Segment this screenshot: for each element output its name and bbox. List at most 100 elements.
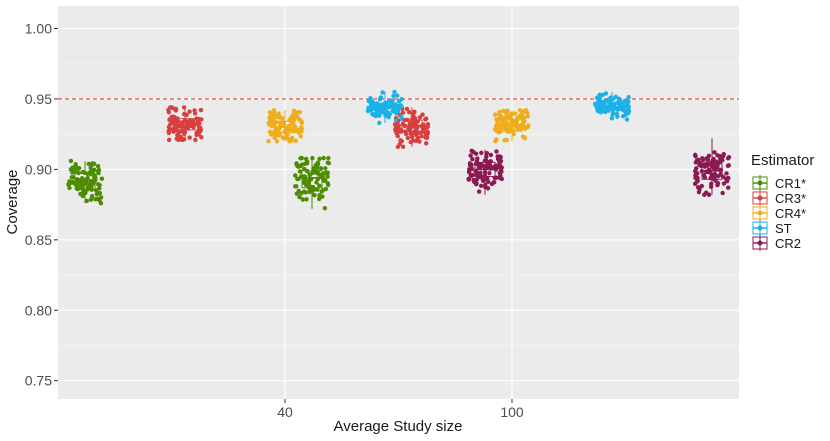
data-point xyxy=(525,114,531,119)
data-point xyxy=(295,127,300,133)
data-point xyxy=(172,128,177,133)
data-point xyxy=(497,154,502,159)
data-point xyxy=(475,173,480,178)
data-point xyxy=(321,155,326,161)
data-point xyxy=(396,127,401,133)
data-point xyxy=(718,172,723,177)
data-point xyxy=(300,197,306,202)
data-point xyxy=(271,108,277,113)
data-point xyxy=(298,174,304,179)
data-point xyxy=(303,156,309,162)
data-point xyxy=(400,144,406,150)
data-point xyxy=(720,190,725,196)
data-point xyxy=(417,115,423,120)
data-point xyxy=(381,110,387,115)
data-point xyxy=(301,166,307,172)
data-point xyxy=(370,111,375,117)
data-point xyxy=(197,121,202,126)
data-point xyxy=(423,141,429,146)
data-point xyxy=(81,182,87,187)
data-point xyxy=(708,184,714,189)
data-point xyxy=(724,171,729,176)
data-point xyxy=(310,155,315,161)
data-point xyxy=(467,163,473,168)
data-point xyxy=(90,161,95,166)
legend-key-point xyxy=(757,195,763,201)
data-point xyxy=(67,179,72,184)
data-point xyxy=(496,159,502,164)
data-point xyxy=(603,91,609,96)
data-point xyxy=(176,137,181,143)
data-point xyxy=(614,111,620,117)
data-point xyxy=(597,92,602,97)
data-point xyxy=(488,159,493,164)
data-point xyxy=(618,104,623,109)
data-point xyxy=(621,104,627,110)
data-point xyxy=(268,117,273,122)
data-point xyxy=(699,163,704,169)
data-point xyxy=(606,106,611,111)
data-point xyxy=(472,179,477,185)
data-point xyxy=(609,116,615,121)
data-point xyxy=(503,109,508,115)
data-point xyxy=(596,100,601,105)
data-point xyxy=(495,117,501,122)
data-point xyxy=(482,158,488,163)
data-point xyxy=(708,175,713,181)
series-group xyxy=(66,158,105,206)
data-point xyxy=(387,111,392,117)
data-point xyxy=(377,120,382,126)
data-point xyxy=(198,107,204,113)
data-point xyxy=(725,156,731,161)
data-point xyxy=(368,95,373,101)
data-point xyxy=(499,119,504,124)
data-point xyxy=(519,126,524,131)
data-point xyxy=(308,187,314,192)
x-tick-label: 40 xyxy=(277,404,293,420)
data-point xyxy=(483,176,488,181)
data-point xyxy=(282,124,287,129)
data-point xyxy=(274,120,279,125)
data-point xyxy=(493,139,498,144)
data-point xyxy=(167,117,172,122)
data-point xyxy=(93,196,98,202)
data-point xyxy=(399,96,404,102)
data-point xyxy=(622,109,628,114)
data-point xyxy=(315,176,320,181)
data-point xyxy=(81,178,87,183)
data-point xyxy=(266,139,271,144)
legend-item: CR1* xyxy=(752,175,806,191)
data-point xyxy=(405,135,411,141)
data-point xyxy=(377,108,383,114)
series-group xyxy=(365,89,405,126)
data-point xyxy=(325,180,330,186)
data-point xyxy=(499,122,505,127)
data-point xyxy=(67,185,72,191)
y-tick-label: 0.90 xyxy=(25,161,52,177)
data-point xyxy=(319,189,324,194)
data-point xyxy=(393,127,398,132)
data-point xyxy=(315,161,321,167)
data-point xyxy=(304,161,310,166)
legend-key-point xyxy=(757,240,763,246)
data-point xyxy=(71,175,76,180)
data-point xyxy=(467,169,472,175)
data-point xyxy=(492,175,497,181)
data-point xyxy=(610,112,615,117)
data-point xyxy=(192,108,197,113)
data-point xyxy=(498,176,503,181)
data-point xyxy=(325,174,330,179)
data-point xyxy=(320,174,325,179)
data-point xyxy=(484,150,490,156)
data-point xyxy=(325,160,331,165)
data-point xyxy=(409,134,415,140)
data-point xyxy=(404,106,410,112)
data-point xyxy=(287,118,292,123)
data-point xyxy=(417,139,422,144)
data-point xyxy=(168,105,173,110)
data-point xyxy=(508,125,513,130)
data-point xyxy=(487,170,492,176)
data-point xyxy=(410,138,416,143)
data-point xyxy=(609,104,615,110)
